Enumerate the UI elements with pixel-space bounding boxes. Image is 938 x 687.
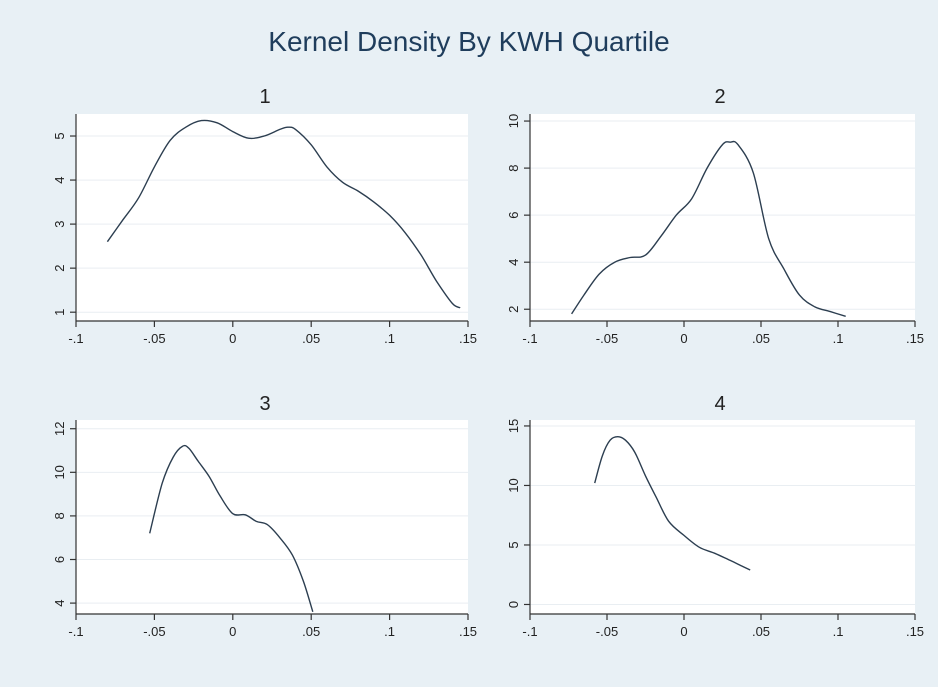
x-tick-label: .05 <box>302 331 320 346</box>
x-tick-label: -.05 <box>143 331 165 346</box>
chart-panel-1: 1 -.1 -.05 0 .05 .1 .15 1 2 3 4 5 <box>52 86 477 346</box>
density-line <box>106 119 461 309</box>
y-tick-label: 4 <box>52 599 67 606</box>
x-tick-label: 0 <box>680 624 687 639</box>
y-tick-label: 15 <box>506 419 521 433</box>
plot-area <box>530 420 915 614</box>
x-tick-label: -.1 <box>522 331 537 346</box>
x-tick-label: .05 <box>302 624 320 639</box>
y-tick-label: 1 <box>52 309 67 316</box>
chart-panel-2: 2 -.1 -.05 0 .05 .1 .15 2 4 6 8 10 <box>506 86 924 346</box>
panel-title: 4 <box>714 393 725 415</box>
x-tick-label: .1 <box>384 624 395 639</box>
x-tick-label: .15 <box>906 624 924 639</box>
plot-area <box>76 114 468 321</box>
y-tick-label: 4 <box>506 259 521 266</box>
x-tick-label: 0 <box>680 331 687 346</box>
panel-title: 3 <box>259 393 270 415</box>
chart-panel-3: 3 -.1 -.05 0 .05 .1 .15 4 6 8 10 12 <box>52 393 477 639</box>
y-tick-label: 5 <box>506 541 521 548</box>
x-tick-label: .1 <box>833 624 844 639</box>
density-line <box>594 435 751 571</box>
figure-title: Kernel Density By KWH Quartile <box>268 26 669 57</box>
x-tick-label: .05 <box>752 624 770 639</box>
density-line <box>571 140 846 317</box>
y-tick-label: 2 <box>506 306 521 313</box>
density-line <box>149 444 314 613</box>
plot-area <box>76 420 468 614</box>
x-tick-label: .15 <box>459 331 477 346</box>
x-tick-label: 0 <box>229 624 236 639</box>
x-tick-label: .1 <box>833 331 844 346</box>
y-tick-label: 5 <box>52 132 67 139</box>
x-tick-label: -.05 <box>596 331 618 346</box>
x-tick-label: -.05 <box>143 624 165 639</box>
x-tick-label: -.1 <box>522 624 537 639</box>
x-tick-label: -.05 <box>596 624 618 639</box>
x-tick-label: .05 <box>752 331 770 346</box>
x-tick-label: .1 <box>384 331 395 346</box>
y-tick-label: 4 <box>52 176 67 183</box>
chart-panel-4: 4 -.1 -.05 0 .05 .1 .15 0 5 10 15 <box>506 393 924 639</box>
y-tick-label: 6 <box>52 556 67 563</box>
y-tick-label: 10 <box>52 465 67 479</box>
plot-area <box>530 114 915 321</box>
panel-title: 2 <box>714 86 725 108</box>
y-tick-label: 6 <box>506 212 521 219</box>
y-tick-label: 8 <box>506 164 521 171</box>
panel-title: 1 <box>259 86 270 108</box>
y-tick-label: 2 <box>52 265 67 272</box>
y-tick-label: 3 <box>52 220 67 227</box>
y-tick-label: 10 <box>506 114 521 128</box>
x-tick-label: -.1 <box>68 624 83 639</box>
y-tick-label: 0 <box>506 601 521 608</box>
x-tick-label: 0 <box>229 331 236 346</box>
y-tick-label: 10 <box>506 478 521 492</box>
y-tick-label: 8 <box>52 512 67 519</box>
x-tick-label: .15 <box>906 331 924 346</box>
x-tick-label: -.1 <box>68 331 83 346</box>
y-tick-label: 12 <box>52 421 67 435</box>
x-tick-label: .15 <box>459 624 477 639</box>
